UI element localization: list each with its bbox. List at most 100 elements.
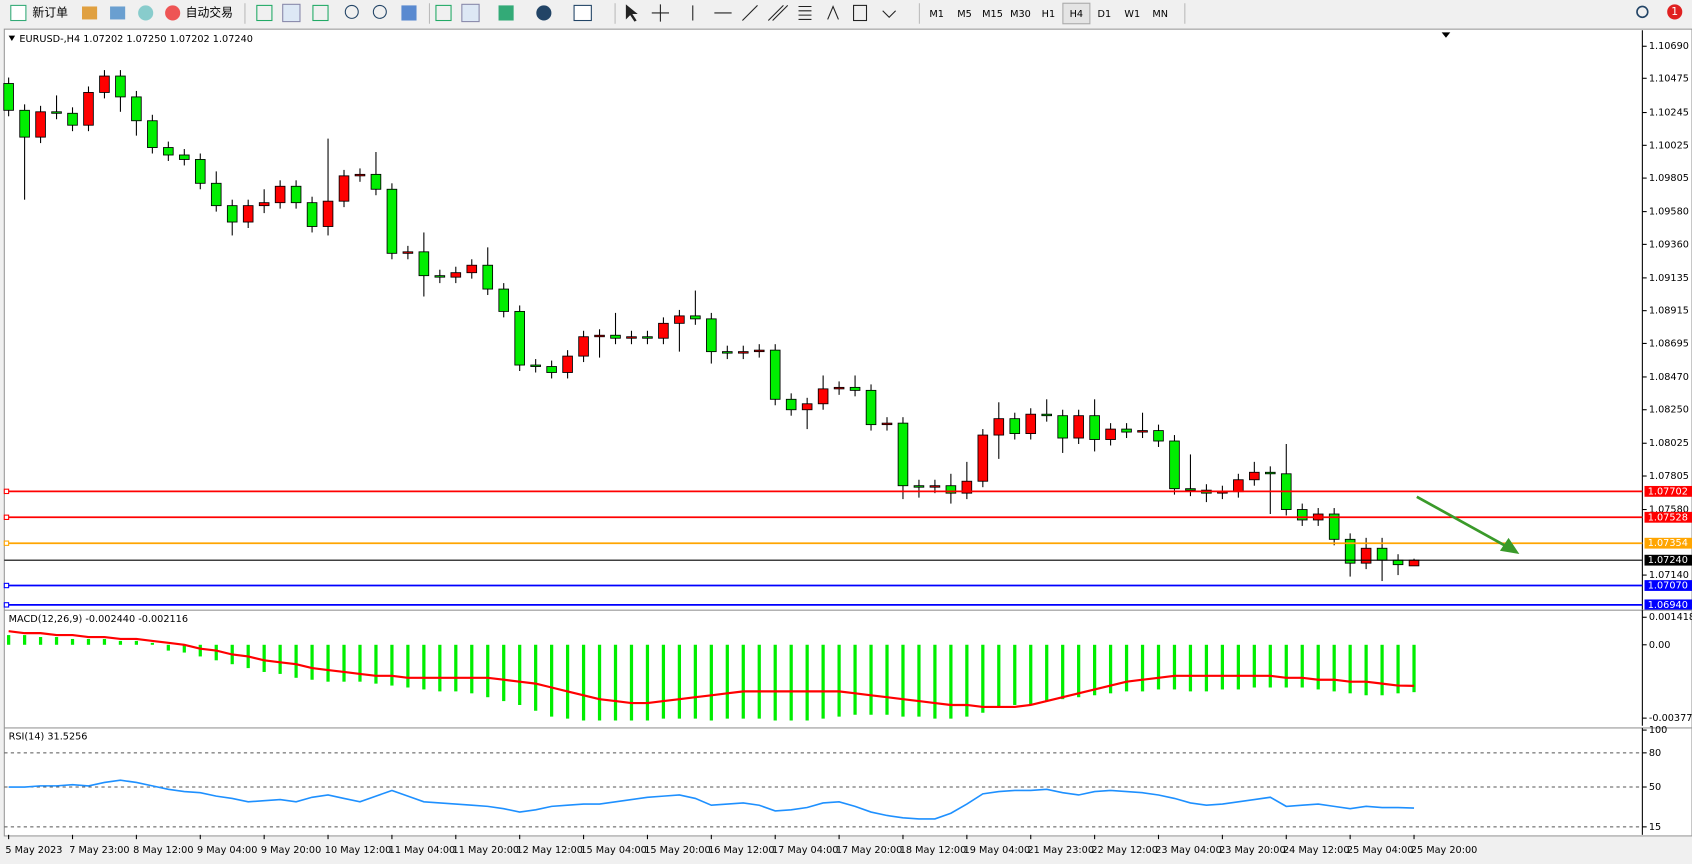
active-timeframe [1062, 2, 1091, 25]
timeframe-button[interactable]: D1 [1098, 9, 1112, 20]
auto-trading-button[interactable]: 自动交易 [186, 5, 233, 19]
candle-body [147, 120, 158, 148]
y-tick-label: 1.08470 [1649, 372, 1689, 383]
icon[interactable] [256, 4, 273, 22]
candle-body [1025, 413, 1037, 434]
x-tick-label: 17 May 04:00 [772, 845, 839, 856]
timeframe-button[interactable]: H1 [1042, 9, 1055, 20]
candle-body [306, 202, 318, 227]
x-tick-label: 16 May 12:00 [708, 845, 775, 856]
icon[interactable] [498, 5, 514, 21]
arrows-tool[interactable] [882, 10, 897, 19]
label-tool[interactable] [853, 4, 868, 22]
timeframe-button[interactable]: W1 [1124, 9, 1140, 20]
search[interactable] [1636, 5, 1649, 19]
line-handle [3, 488, 10, 495]
y-tick-label: 1.07805 [1649, 471, 1689, 482]
notification-badge[interactable] [1667, 4, 1683, 20]
candle-body [450, 272, 462, 278]
annotation-arrow [1416, 495, 1510, 549]
candle-body [258, 202, 270, 207]
candle-body [115, 75, 126, 98]
candle-body [131, 96, 142, 122]
plot: 1.10690 1.10475 1.10245 1.10025 1.09805 1.095… [3, 30, 1692, 856]
x-tick-label: 18 May 12:00 [900, 845, 967, 856]
candle-body [801, 403, 813, 411]
candle-body [1233, 479, 1244, 493]
candle-body [1376, 547, 1388, 561]
timeframe-button[interactable]: M5 [957, 9, 972, 20]
toolbar: 新订单 自动交易 M1 M5 M15 M30 H1 H4 D1 W1 MN [10, 2, 1683, 25]
candle-body [674, 315, 685, 324]
icon[interactable] [312, 4, 329, 22]
icon[interactable] [138, 5, 154, 21]
timeframe-button[interactable]: M1 [929, 9, 944, 20]
text-tool[interactable] [827, 5, 839, 20]
candle-body [466, 264, 478, 274]
y-tick-label: 1.10025 [1649, 140, 1689, 151]
cursor-tool[interactable] [625, 4, 638, 22]
candle-body [322, 200, 334, 227]
y-tick-label: 50 [1649, 782, 1661, 793]
fibo-tool[interactable] [798, 5, 812, 20]
icon[interactable] [110, 6, 126, 20]
candle-body [881, 422, 893, 426]
icon[interactable] [573, 4, 592, 22]
candle-body [658, 322, 669, 339]
candle-body [753, 349, 765, 353]
candle-body [1392, 559, 1404, 566]
y-tick-label: 1.10245 [1649, 108, 1689, 119]
icon[interactable] [461, 3, 480, 23]
x-tick-label: 25 May 04:00 [1347, 845, 1414, 856]
price-label-box [1644, 554, 1692, 566]
rsi-line [8, 779, 1415, 820]
channel-tool[interactable] [767, 5, 789, 21]
icon[interactable] [282, 3, 301, 23]
candle-body [418, 251, 430, 277]
price-label: 1.07240 [1648, 555, 1688, 566]
signal-line [8, 630, 1415, 709]
candle-body [706, 318, 717, 353]
new-order-icon [10, 4, 27, 22]
timeframe-button[interactable]: M15 [982, 9, 1003, 20]
candle-body [226, 205, 238, 223]
chart-window [3, 28, 1692, 837]
crosshair-tool[interactable] [651, 4, 670, 22]
timeframe-button[interactable]: M30 [1010, 9, 1031, 20]
timeframe-button[interactable]: H4 [1070, 9, 1083, 20]
icon[interactable] [82, 6, 98, 20]
icon[interactable] [435, 4, 452, 22]
candle-body [83, 92, 94, 126]
timeframe-button[interactable]: MN [1152, 9, 1168, 20]
candle-body [722, 351, 733, 354]
candle-body [179, 154, 190, 160]
candle-body [1344, 538, 1356, 564]
new-order-button[interactable]: 新订单 [32, 5, 68, 19]
x-tick-label: 24 May 12:00 [1283, 845, 1350, 856]
candle-body [354, 173, 366, 177]
zoom-out[interactable] [372, 4, 387, 19]
x-tick-label: 11 May 04:00 [389, 845, 456, 856]
pane-title: MACD(12,26,9) -0.002440 -0.002116 [9, 614, 188, 625]
y-tick-label: -0.003777 [1649, 713, 1692, 724]
candle-body [1009, 418, 1021, 434]
candle-body [19, 109, 30, 138]
x-tick-label: 7 May 23:00 [69, 845, 129, 856]
y-tick-label: 1.07140 [1649, 570, 1689, 581]
icon[interactable] [536, 5, 552, 21]
icon[interactable] [401, 5, 417, 21]
x-tick-label: 15 May 20:00 [644, 845, 711, 856]
candle-body [1137, 430, 1148, 433]
line-handle [3, 602, 10, 608]
candle-body [769, 349, 781, 400]
zoom-in[interactable] [344, 4, 359, 19]
x-tick-label: 23 May 20:00 [1219, 845, 1286, 856]
x-tick-label: 19 May 04:00 [964, 845, 1031, 856]
price-label: 1.07354 [1648, 538, 1688, 549]
notification-count: 1 [1671, 5, 1678, 18]
candle-body [242, 205, 254, 223]
candle-body [1249, 471, 1260, 481]
y-tick-label: 1.08695 [1649, 338, 1689, 349]
trendline-tool[interactable] [742, 5, 758, 21]
